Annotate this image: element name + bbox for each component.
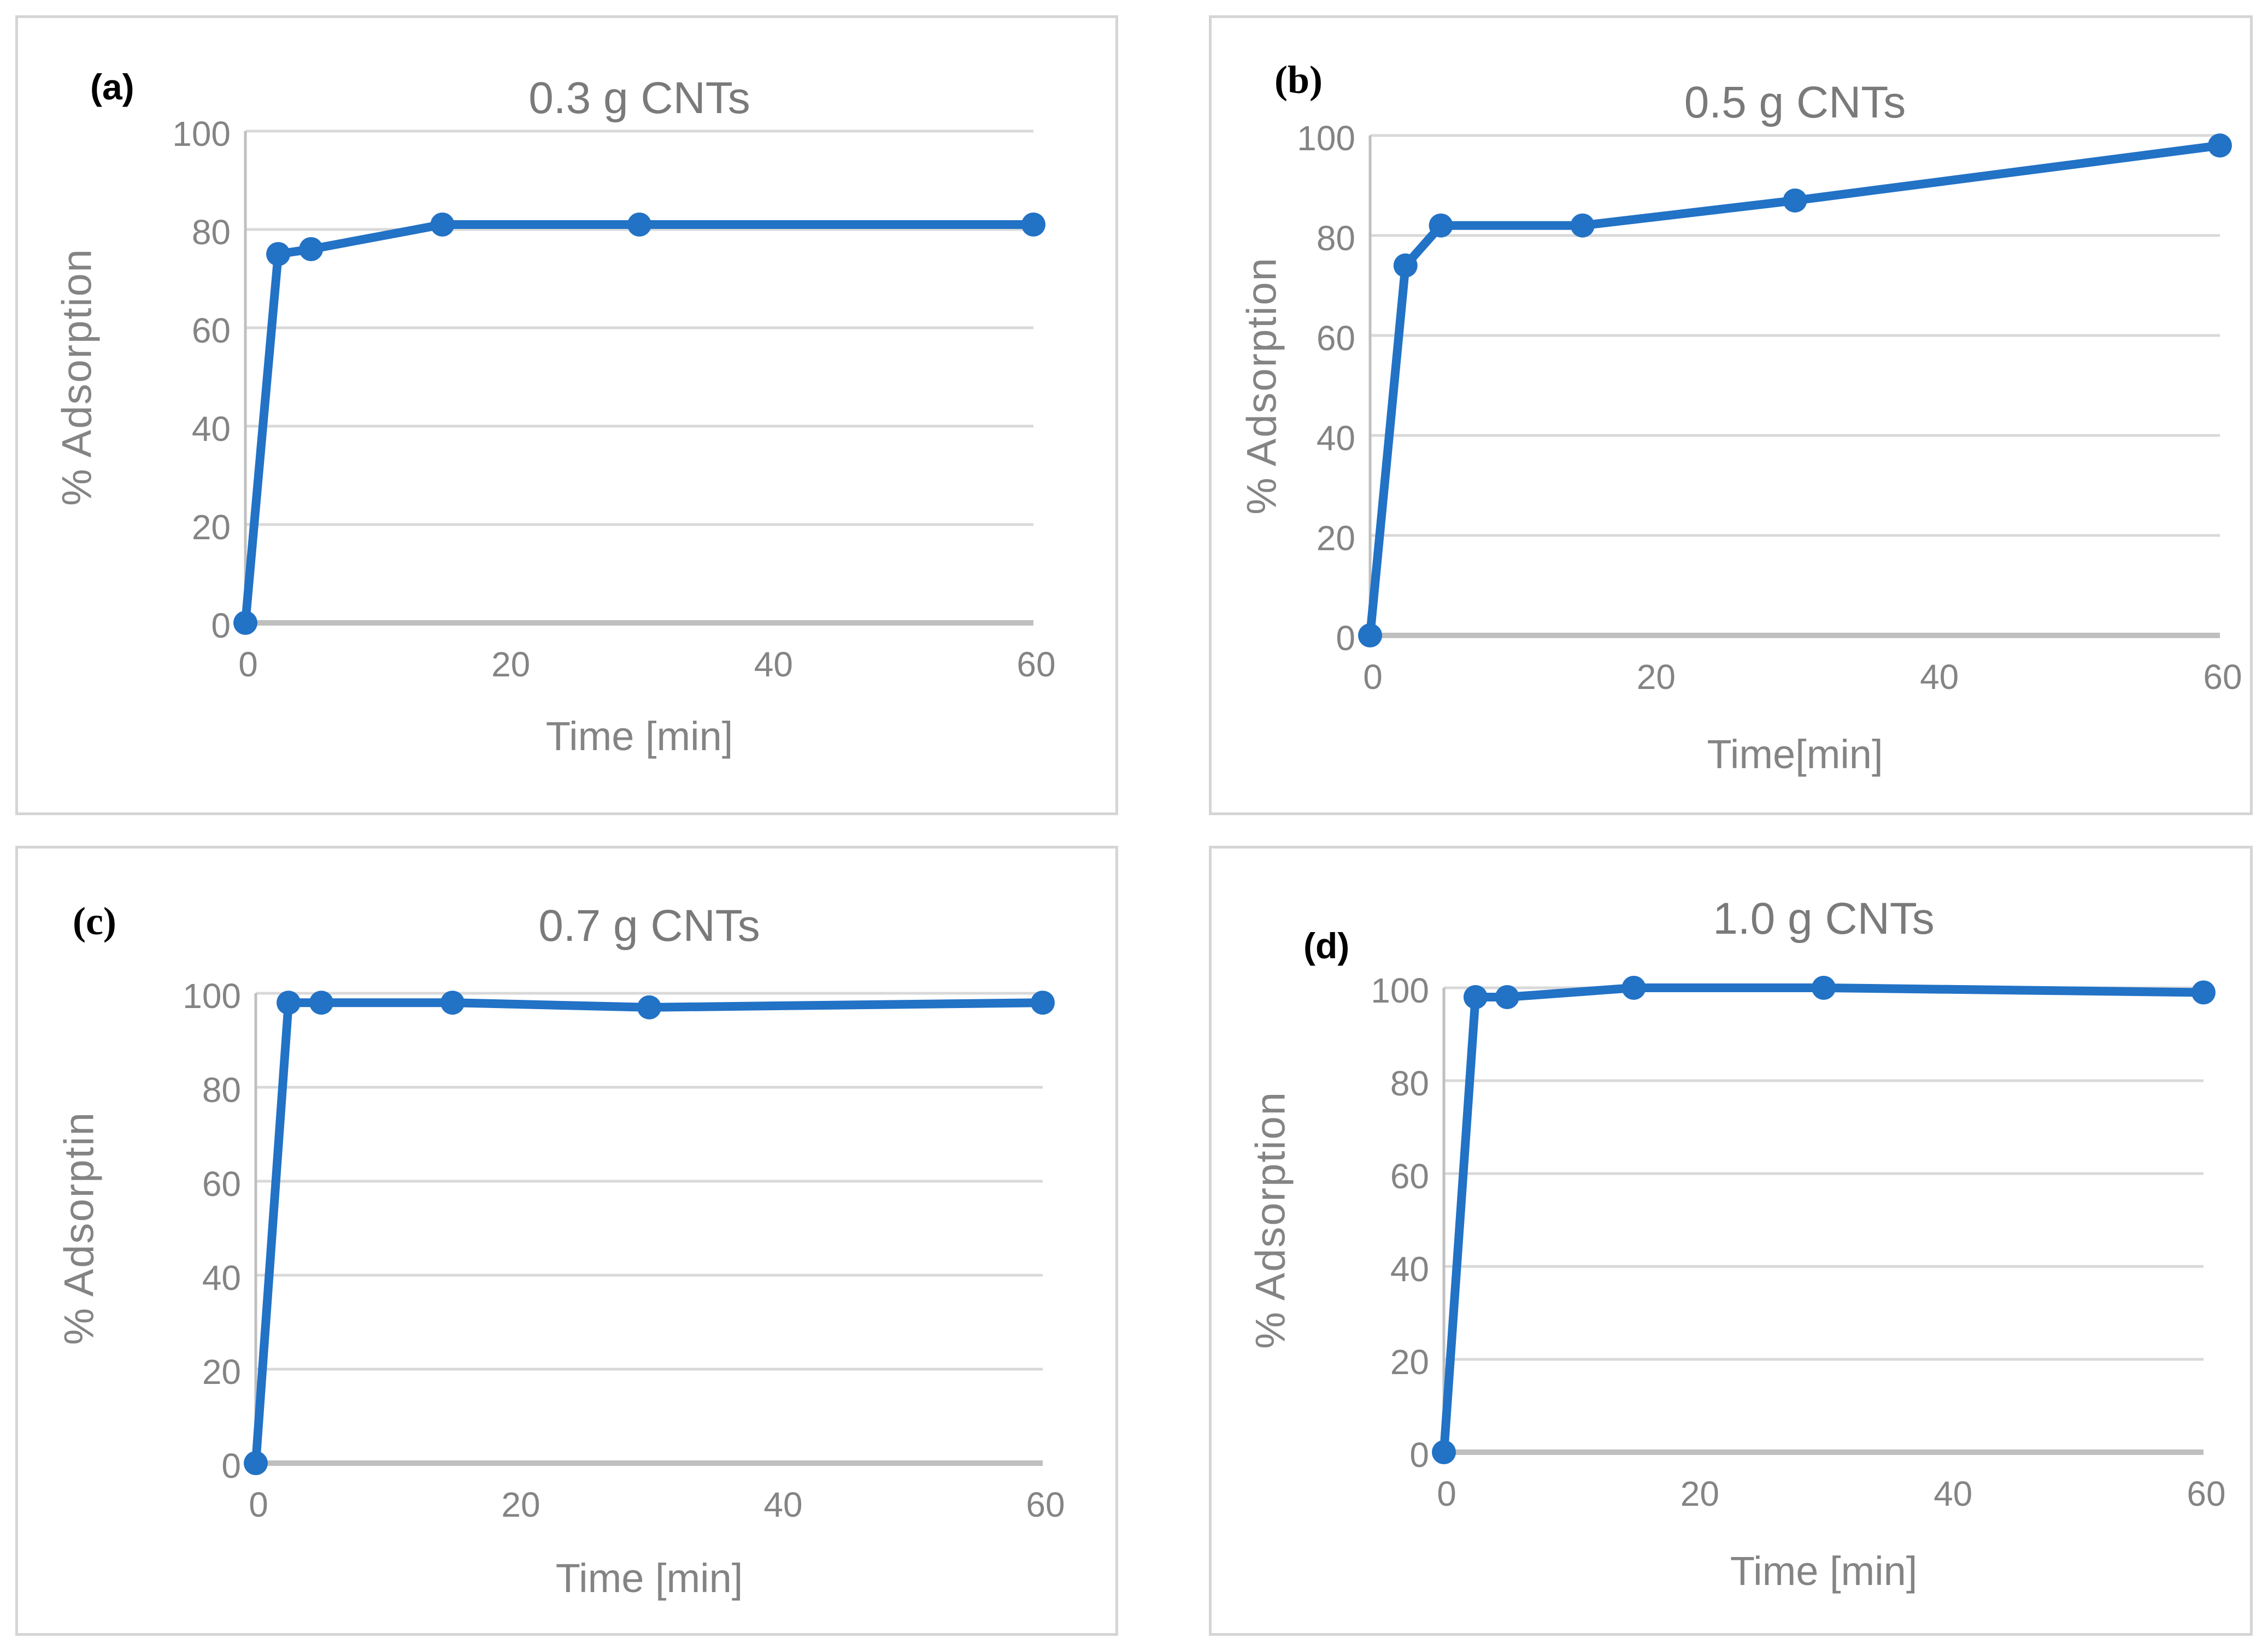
y-tick-label-60: 60 bbox=[191, 311, 231, 350]
x-axis-title-b: Time[min] bbox=[1707, 732, 1883, 777]
panel-c: (c) 0.7 g CNTs % Adsorptin Time [min] 0 2… bbox=[15, 846, 1118, 1636]
data-point-30min bbox=[1812, 976, 1836, 1000]
data-point-0min bbox=[233, 611, 257, 635]
y-tick-label-20: 20 bbox=[202, 1352, 241, 1392]
plot-area-c bbox=[244, 991, 1055, 1475]
x-tick-label-60: 60 bbox=[2203, 657, 2242, 697]
data-point-30min bbox=[627, 213, 651, 237]
x-tick-label-20: 20 bbox=[1680, 1474, 1719, 1513]
panel-letter-b: (b) bbox=[1274, 58, 1323, 102]
y-tick-label-40: 40 bbox=[1390, 1250, 1429, 1289]
y-tick-label-0: 0 bbox=[211, 606, 231, 645]
y-tick-label-80: 80 bbox=[1390, 1064, 1429, 1103]
data-point-30min bbox=[1783, 188, 1807, 213]
panel-b: (b) 0.5 g CNTs % Adsorption Time[min] 0 2… bbox=[1209, 15, 2253, 815]
data-point-15min bbox=[1570, 213, 1595, 238]
panel-letter-c: (c) bbox=[73, 899, 116, 943]
plot-area-b bbox=[1358, 133, 2232, 647]
x-tick-label-60: 60 bbox=[2187, 1474, 2226, 1513]
x-tick-label-40: 40 bbox=[763, 1485, 803, 1524]
data-point-5min bbox=[1495, 985, 1519, 1009]
x-tick-label-60: 60 bbox=[1026, 1485, 1065, 1524]
chart-title-b: 0.5 g CNTs bbox=[1684, 78, 1906, 127]
data-point-2.5min bbox=[1393, 253, 1418, 278]
y-tick-label-40: 40 bbox=[202, 1258, 241, 1298]
y-axis-title-a: % Adsorption bbox=[54, 248, 101, 506]
data-point-15min bbox=[1621, 976, 1646, 1000]
data-point-5min bbox=[299, 237, 324, 261]
data-point-60min bbox=[1031, 991, 1055, 1015]
y-tick-label-20: 20 bbox=[1316, 518, 1355, 558]
series-line bbox=[251, 998, 1047, 1468]
series-line bbox=[241, 220, 1038, 627]
data-point-0min bbox=[244, 1451, 268, 1475]
data-point-2.5min bbox=[266, 242, 291, 266]
y-tick-label-60: 60 bbox=[202, 1164, 241, 1204]
x-tick-label-0: 0 bbox=[249, 1485, 268, 1524]
data-point-5min bbox=[309, 991, 333, 1015]
data-point-60min bbox=[2208, 133, 2232, 158]
x-axis-title-a: Time [min] bbox=[545, 714, 733, 759]
data-point-60min bbox=[1021, 213, 1045, 237]
panel-letter-a: (a) bbox=[90, 67, 134, 107]
x-tick-label-40: 40 bbox=[754, 645, 793, 684]
y-axis-title-b: % Adsorption bbox=[1238, 256, 1285, 515]
data-point-60min bbox=[2191, 980, 2216, 1005]
x-axis-title-c: Time [min] bbox=[555, 1555, 743, 1601]
y-tick-label-100: 100 bbox=[172, 114, 231, 154]
x-tick-label-20: 20 bbox=[491, 645, 531, 684]
data-point-0min bbox=[1432, 1440, 1456, 1464]
y-tick-label-100: 100 bbox=[1371, 971, 1429, 1010]
y-tick-label-0: 0 bbox=[1336, 618, 1355, 658]
plot-area-a bbox=[233, 129, 1045, 635]
panel-letter-d: (d) bbox=[1303, 926, 1350, 966]
chart-title-c: 0.7 g CNTs bbox=[538, 901, 760, 951]
y-axis-title-c: % Adsorptin bbox=[56, 1111, 103, 1345]
y-tick-label-80: 80 bbox=[202, 1070, 241, 1110]
y-tick-label-80: 80 bbox=[1316, 219, 1355, 258]
panel-a: (a) 0.3 g CNTs % Adsorption Time [min] 0… bbox=[15, 15, 1118, 815]
x-tick-label-60: 60 bbox=[1017, 645, 1056, 684]
chart-title-a: 0.3 g CNTs bbox=[528, 73, 750, 123]
data-point-2.5min bbox=[1463, 985, 1488, 1009]
data-point-5min bbox=[1429, 213, 1453, 238]
x-tick-label-0: 0 bbox=[1363, 657, 1383, 697]
plot-area-d bbox=[1432, 976, 2216, 1464]
panel-d: (d) 1.0 g CNTs % Adsorption Time [min] 0… bbox=[1209, 846, 2253, 1636]
x-tick-label-20: 20 bbox=[501, 1485, 540, 1524]
y-tick-label-80: 80 bbox=[191, 213, 231, 252]
y-tick-label-100: 100 bbox=[183, 976, 241, 1016]
y-tick-label-20: 20 bbox=[191, 508, 231, 547]
x-tick-label-0: 0 bbox=[1437, 1474, 1456, 1513]
y-tick-label-100: 100 bbox=[1297, 119, 1355, 158]
series-line bbox=[1439, 983, 2208, 1457]
y-tick-label-40: 40 bbox=[191, 409, 231, 449]
chart-title-d: 1.0 g CNTs bbox=[1713, 894, 1935, 944]
data-point-30min bbox=[637, 995, 661, 1020]
data-point-2.5min bbox=[277, 991, 301, 1015]
x-tick-label-40: 40 bbox=[1934, 1474, 1973, 1513]
data-point-0min bbox=[1358, 623, 1382, 647]
y-axis-title-d: % Adsorption bbox=[1247, 1091, 1294, 1349]
series-line bbox=[1366, 141, 2224, 640]
x-axis-title-d: Time [min] bbox=[1730, 1548, 1918, 1594]
x-tick-label-40: 40 bbox=[1920, 657, 1959, 697]
y-tick-label-20: 20 bbox=[1390, 1342, 1429, 1382]
x-tick-label-0: 0 bbox=[238, 645, 258, 684]
y-tick-label-40: 40 bbox=[1316, 419, 1355, 458]
y-tick-label-0: 0 bbox=[221, 1446, 241, 1486]
y-tick-label-60: 60 bbox=[1316, 319, 1355, 358]
data-point-15min bbox=[440, 991, 465, 1015]
y-tick-label-0: 0 bbox=[1409, 1435, 1429, 1475]
y-tick-label-60: 60 bbox=[1390, 1157, 1429, 1196]
data-point-15min bbox=[430, 213, 455, 237]
x-tick-label-20: 20 bbox=[1636, 657, 1676, 697]
